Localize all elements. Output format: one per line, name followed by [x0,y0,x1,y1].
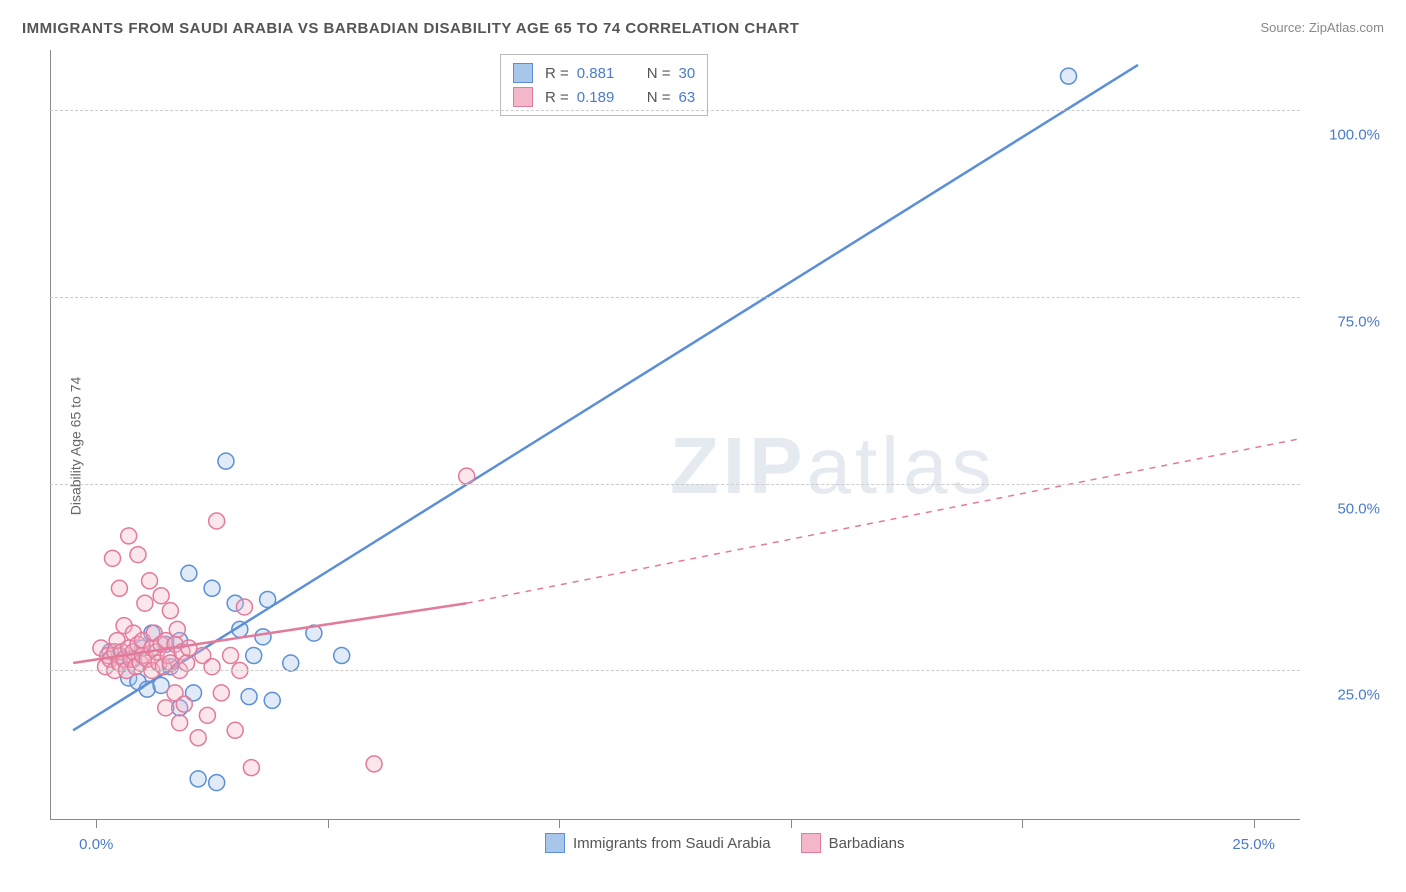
x-tick-label: 0.0% [79,836,113,853]
scatter-point [169,621,185,637]
y-tick-label: 50.0% [1310,500,1380,517]
legend-series-item: Immigrants from Saudi Arabia [545,833,771,853]
x-tick [1254,820,1255,828]
scatter-point [172,715,188,731]
scatter-point [366,756,382,772]
scatter-point [459,468,475,484]
scatter-point [179,655,195,671]
plot-area: ZIPatlas R =0.881N =30R =0.189N =63 Immi… [50,50,1300,820]
gridline-h [50,670,1300,671]
chart-svg [50,50,1300,820]
scatter-point [218,453,234,469]
scatter-point [181,565,197,581]
scatter-point [153,588,169,604]
scatter-point [142,573,158,589]
scatter-point [213,685,229,701]
legend-swatch [513,63,533,83]
x-tick [1022,820,1023,828]
legend-series-label: Immigrants from Saudi Arabia [573,835,771,852]
legend-series-item: Barbadians [801,833,905,853]
legend-r-value: 0.189 [577,89,627,106]
scatter-point [105,550,121,566]
x-tick-label: 25.0% [1232,836,1275,853]
scatter-point [246,648,262,664]
scatter-point [209,513,225,529]
scatter-point [190,730,206,746]
legend-n-label: N = [647,89,671,106]
scatter-point [190,771,206,787]
legend-r-value: 0.881 [577,65,627,82]
x-tick [96,820,97,828]
trend-line-extrapolation [467,439,1300,603]
scatter-point [227,722,243,738]
x-tick [791,820,792,828]
source-link[interactable]: ZipAtlas.com [1309,20,1384,35]
legend-series: Immigrants from Saudi Arabia Barbadians [545,833,904,853]
gridline-h [50,110,1300,111]
scatter-point [176,696,192,712]
source-prefix: Source: [1260,20,1308,35]
source-attribution: Source: ZipAtlas.com [1260,20,1384,35]
legend-r-label: R = [545,89,569,106]
chart-title: IMMIGRANTS FROM SAUDI ARABIA VS BARBADIA… [22,20,799,37]
scatter-point [209,775,225,791]
scatter-point [162,603,178,619]
y-tick-label: 100.0% [1310,126,1380,143]
scatter-point [111,580,127,596]
legend-n-value: 63 [679,89,696,106]
legend-stats-row: R = 0.881 N = 30 [513,61,695,85]
scatter-point [241,689,257,705]
scatter-point [255,629,271,645]
scatter-point [121,528,137,544]
y-tick-label: 25.0% [1310,687,1380,704]
scatter-point [264,692,280,708]
scatter-point [283,655,299,671]
scatter-point [1061,68,1077,84]
scatter-point [334,648,350,664]
legend-swatch [545,833,565,853]
x-tick [328,820,329,828]
scatter-point [158,700,174,716]
legend-n-label: N = [647,65,671,82]
y-tick-label: 75.0% [1310,313,1380,330]
x-tick [559,820,560,828]
scatter-point [130,547,146,563]
gridline-h [50,484,1300,485]
legend-stats-row: R = 0.189 N = 63 [513,85,695,109]
gridline-h [50,297,1300,298]
legend-series-label: Barbadians [829,835,905,852]
legend-swatch [801,833,821,853]
legend-n-value: 30 [679,65,696,82]
legend-r-label: R = [545,65,569,82]
scatter-point [204,659,220,675]
trend-line [73,65,1138,730]
scatter-point [243,760,259,776]
scatter-point [236,599,252,615]
legend-stats-box: R = 0.881 N = 30 R = 0.189 N = 63 [500,54,708,116]
legend-swatch [513,87,533,107]
scatter-point [137,595,153,611]
scatter-point [223,648,239,664]
scatter-point [199,707,215,723]
scatter-point [204,580,220,596]
